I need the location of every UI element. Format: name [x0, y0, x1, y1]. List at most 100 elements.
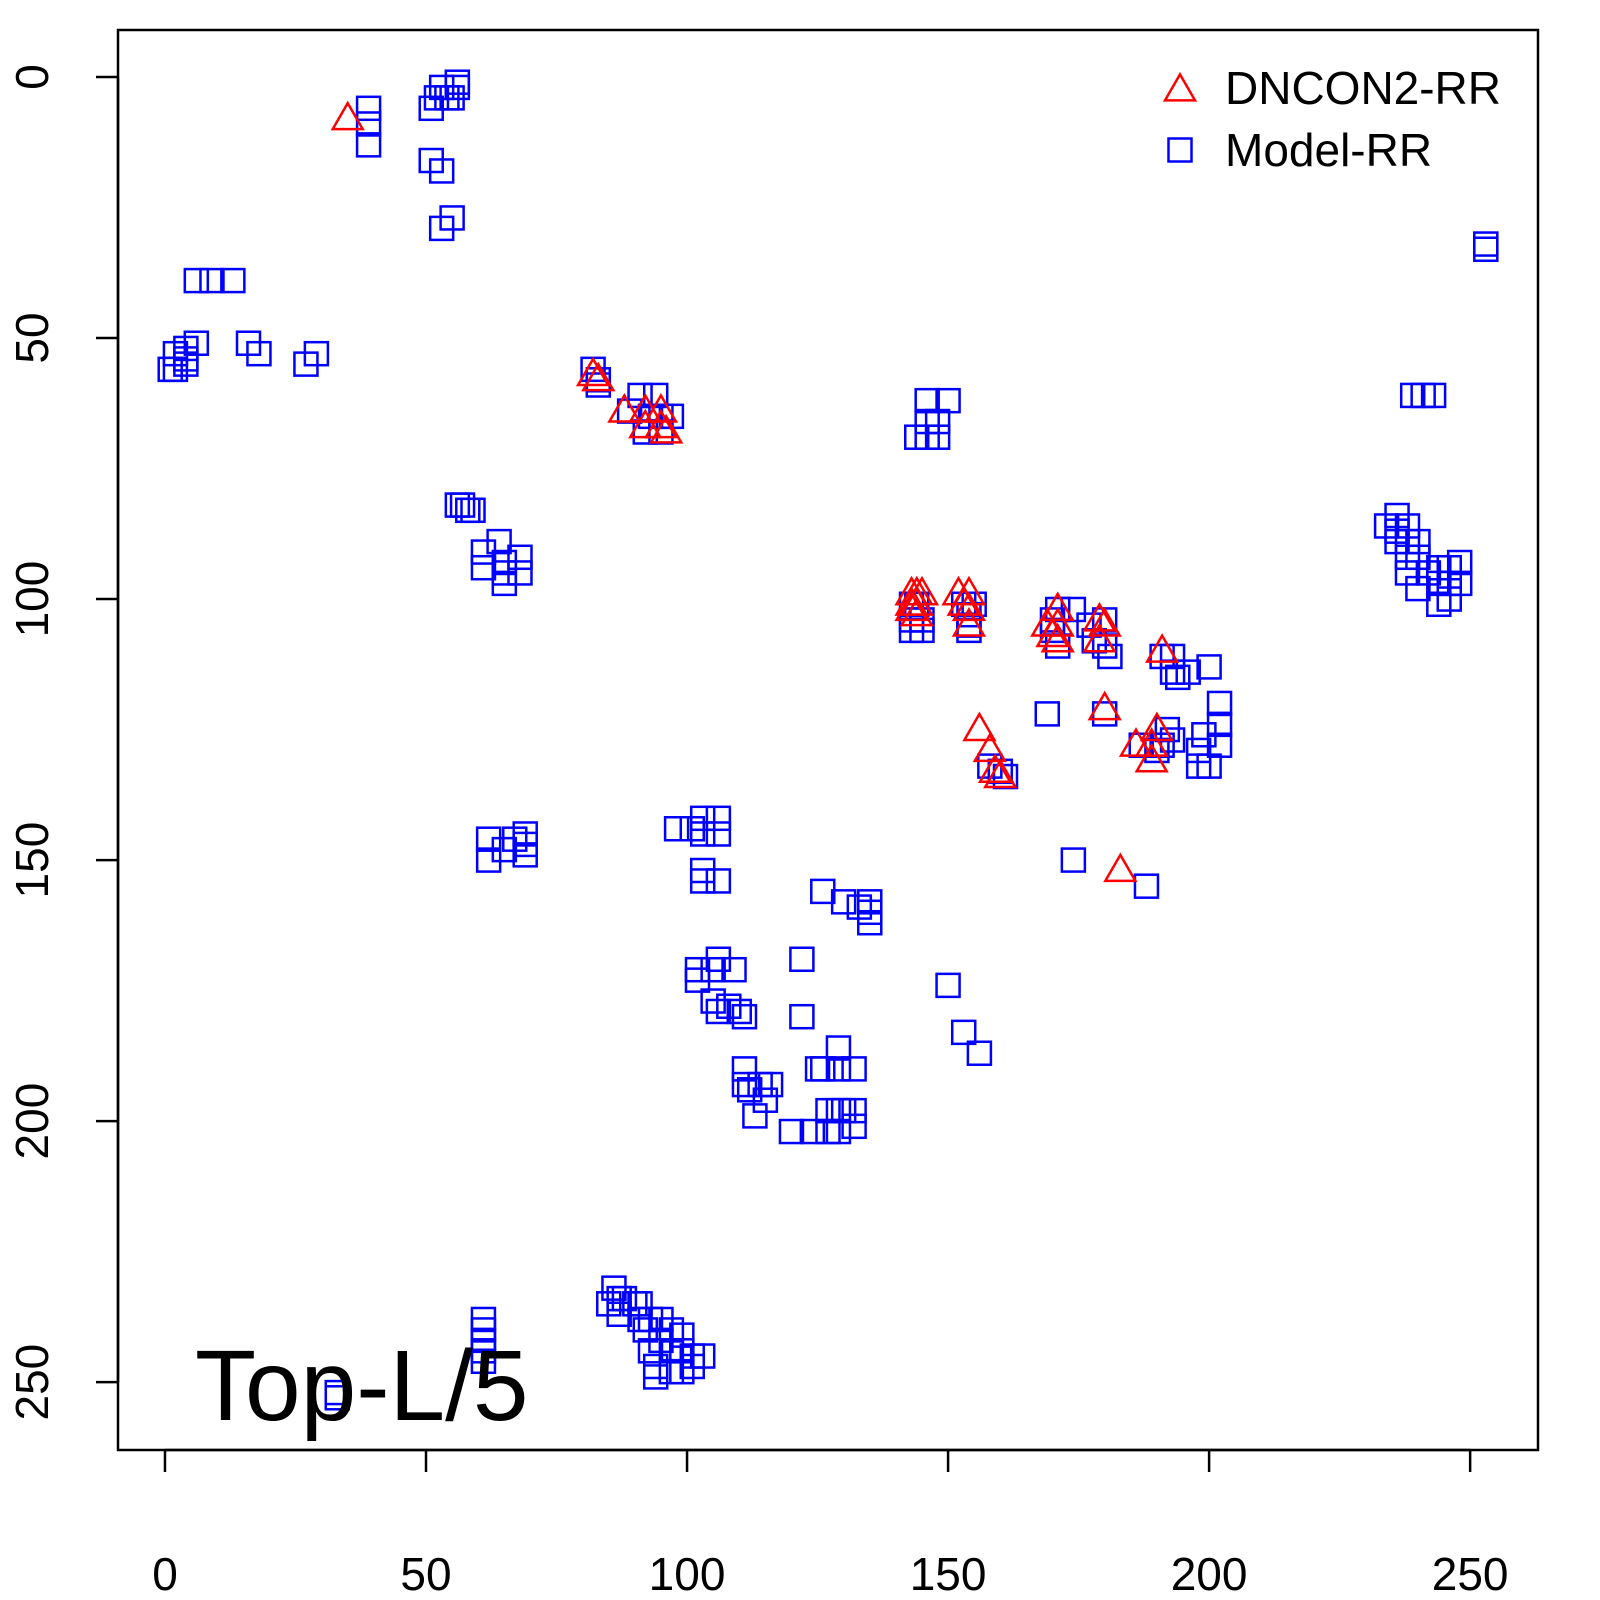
point-square [689, 821, 716, 847]
x-axis: 0 50 100 150 200 250 [152, 1448, 1509, 1600]
point-square [428, 158, 455, 184]
point-triangle [1139, 711, 1175, 742]
point-triangle [972, 732, 1008, 763]
point-square [1196, 753, 1222, 779]
point-square [857, 909, 883, 936]
point-triangle [648, 413, 684, 444]
point-square [935, 387, 961, 414]
point-square [810, 1056, 836, 1082]
series-triangle-group [330, 100, 1180, 883]
legend-item: DNCON2-RR [1162, 62, 1501, 114]
point-square [950, 1019, 977, 1046]
point-square [1159, 643, 1186, 670]
point-square [825, 1035, 852, 1061]
point-square [841, 1056, 867, 1082]
point-square [757, 1071, 784, 1098]
point-square [731, 1056, 758, 1082]
point-square [507, 560, 533, 586]
point-square [507, 544, 533, 571]
point-triangle [643, 393, 679, 423]
point-square [799, 1118, 826, 1145]
point-square [966, 1040, 993, 1066]
point-square [731, 1003, 758, 1030]
point-triangle [1035, 617, 1070, 648]
point-square [705, 821, 732, 847]
point-triangle [951, 591, 987, 622]
point-square [789, 1003, 815, 1030]
point-square [841, 1097, 867, 1124]
point-square [914, 387, 940, 414]
point-triangle [1082, 601, 1117, 632]
point-triangle [1103, 852, 1138, 883]
point-square [246, 340, 272, 367]
point-square [1060, 847, 1087, 873]
point-square [689, 868, 716, 894]
x-tick-label: 200 [1171, 1548, 1248, 1600]
point-square [303, 340, 330, 367]
point-square [444, 74, 471, 101]
point-triangle [894, 591, 929, 622]
legend-square-marker [1167, 137, 1193, 163]
point-square [470, 554, 497, 581]
y-tick-label: 0 [6, 64, 58, 90]
point-square [810, 878, 836, 905]
y-tick-label: 100 [6, 561, 58, 638]
point-square [841, 1113, 867, 1140]
point-triangle [899, 586, 934, 616]
point-triangle [941, 575, 976, 606]
point-triangle [1134, 742, 1169, 773]
point-square [1133, 873, 1160, 899]
point-square [1175, 659, 1201, 685]
data-marks [157, 69, 1499, 1411]
point-square [642, 1364, 669, 1390]
point-triangle [951, 575, 987, 606]
point-square [830, 889, 857, 915]
point-triangle [330, 100, 365, 131]
point-triangle [1134, 727, 1169, 757]
point-triangle [962, 711, 997, 742]
point-square [1034, 701, 1061, 727]
point-square [199, 267, 225, 294]
point-triangle [951, 607, 987, 637]
point-square [355, 95, 382, 122]
point-square [324, 1385, 351, 1411]
point-triangle [581, 361, 616, 392]
point-square [428, 215, 455, 242]
point-square [220, 267, 246, 294]
plot-frame [116, 28, 1540, 1452]
point-square [1191, 722, 1217, 748]
point-square [804, 1056, 831, 1082]
point-square [355, 132, 382, 158]
point-square [825, 1056, 852, 1082]
y-tick-label: 250 [6, 1344, 58, 1421]
point-square [512, 842, 538, 868]
point-square [742, 1103, 768, 1129]
x-tick-label: 100 [649, 1548, 726, 1600]
point-square [1473, 231, 1499, 257]
point-triangle [575, 356, 611, 387]
point-square [1473, 236, 1499, 263]
point-triangle [899, 596, 934, 627]
chart-annotation: Top-L/5 [195, 1330, 529, 1442]
point-square [183, 267, 210, 294]
point-triangle [643, 408, 679, 439]
legend-label: DNCON2-RR [1225, 62, 1501, 114]
x-tick-label: 0 [152, 1548, 178, 1600]
y-axis: 0 50 100 150 200 250 [6, 64, 120, 1421]
point-triangle [946, 586, 981, 616]
point-triangle [1040, 622, 1075, 653]
point-square [486, 528, 512, 555]
legend-triangle-marker [1162, 71, 1198, 102]
point-square [460, 497, 486, 524]
point-triangle [1040, 591, 1075, 622]
series-square-group [157, 69, 1499, 1411]
point-square [825, 1118, 852, 1145]
point-triangle [1082, 622, 1117, 653]
point-square [726, 998, 752, 1025]
y-tick-label: 150 [6, 822, 58, 899]
point-square [595, 1291, 622, 1317]
legend-label: Model-RR [1225, 124, 1432, 176]
point-triangle [1144, 633, 1180, 663]
point-square [778, 1118, 805, 1145]
